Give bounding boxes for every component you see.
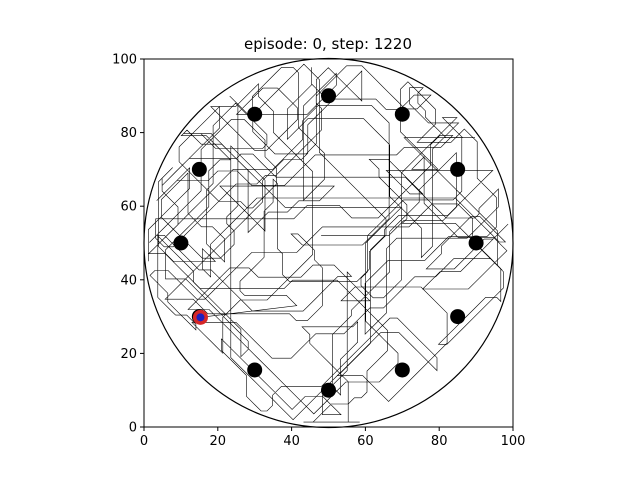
y-tick-label: 40 — [120, 273, 137, 288]
obstacle-point — [394, 106, 410, 122]
obstacle-point — [394, 362, 410, 378]
y-tick-label: 0 — [129, 421, 137, 436]
obstacles — [173, 88, 484, 398]
agent-trail — [148, 63, 509, 423]
obstacle-point — [321, 382, 336, 398]
agent-point — [196, 313, 205, 322]
x-tick-label: 0 — [140, 434, 148, 449]
obstacle-point — [450, 161, 466, 177]
obstacle-point — [450, 309, 466, 325]
x-axis: 0 20 40 60 80 100 — [140, 427, 526, 449]
x-tick-label: 20 — [210, 434, 227, 449]
y-tick-label: 60 — [120, 200, 137, 215]
x-tick-label: 40 — [283, 434, 300, 449]
obstacle-point — [247, 106, 263, 122]
x-tick-label: 60 — [357, 434, 374, 449]
x-tick-label: 80 — [431, 434, 448, 449]
chart-title: episode: 0, step: 1220 — [244, 35, 412, 53]
obstacle-point — [321, 88, 336, 104]
plot-area — [143, 57, 514, 429]
obstacle-point — [247, 362, 263, 378]
trail-path — [148, 63, 509, 423]
y-axis: 0 20 40 60 80 100 — [112, 53, 144, 436]
axes-frame — [143, 58, 514, 428]
x-tick-label: 100 — [501, 434, 526, 449]
obstacle-point — [173, 235, 189, 251]
y-tick-label: 80 — [120, 126, 137, 141]
arena-boundary — [143, 57, 514, 429]
agent — [192, 309, 208, 325]
obstacle-point — [191, 161, 207, 177]
y-tick-label: 20 — [120, 347, 137, 362]
y-tick-label: 100 — [112, 53, 137, 68]
obstacle-point — [468, 235, 484, 251]
